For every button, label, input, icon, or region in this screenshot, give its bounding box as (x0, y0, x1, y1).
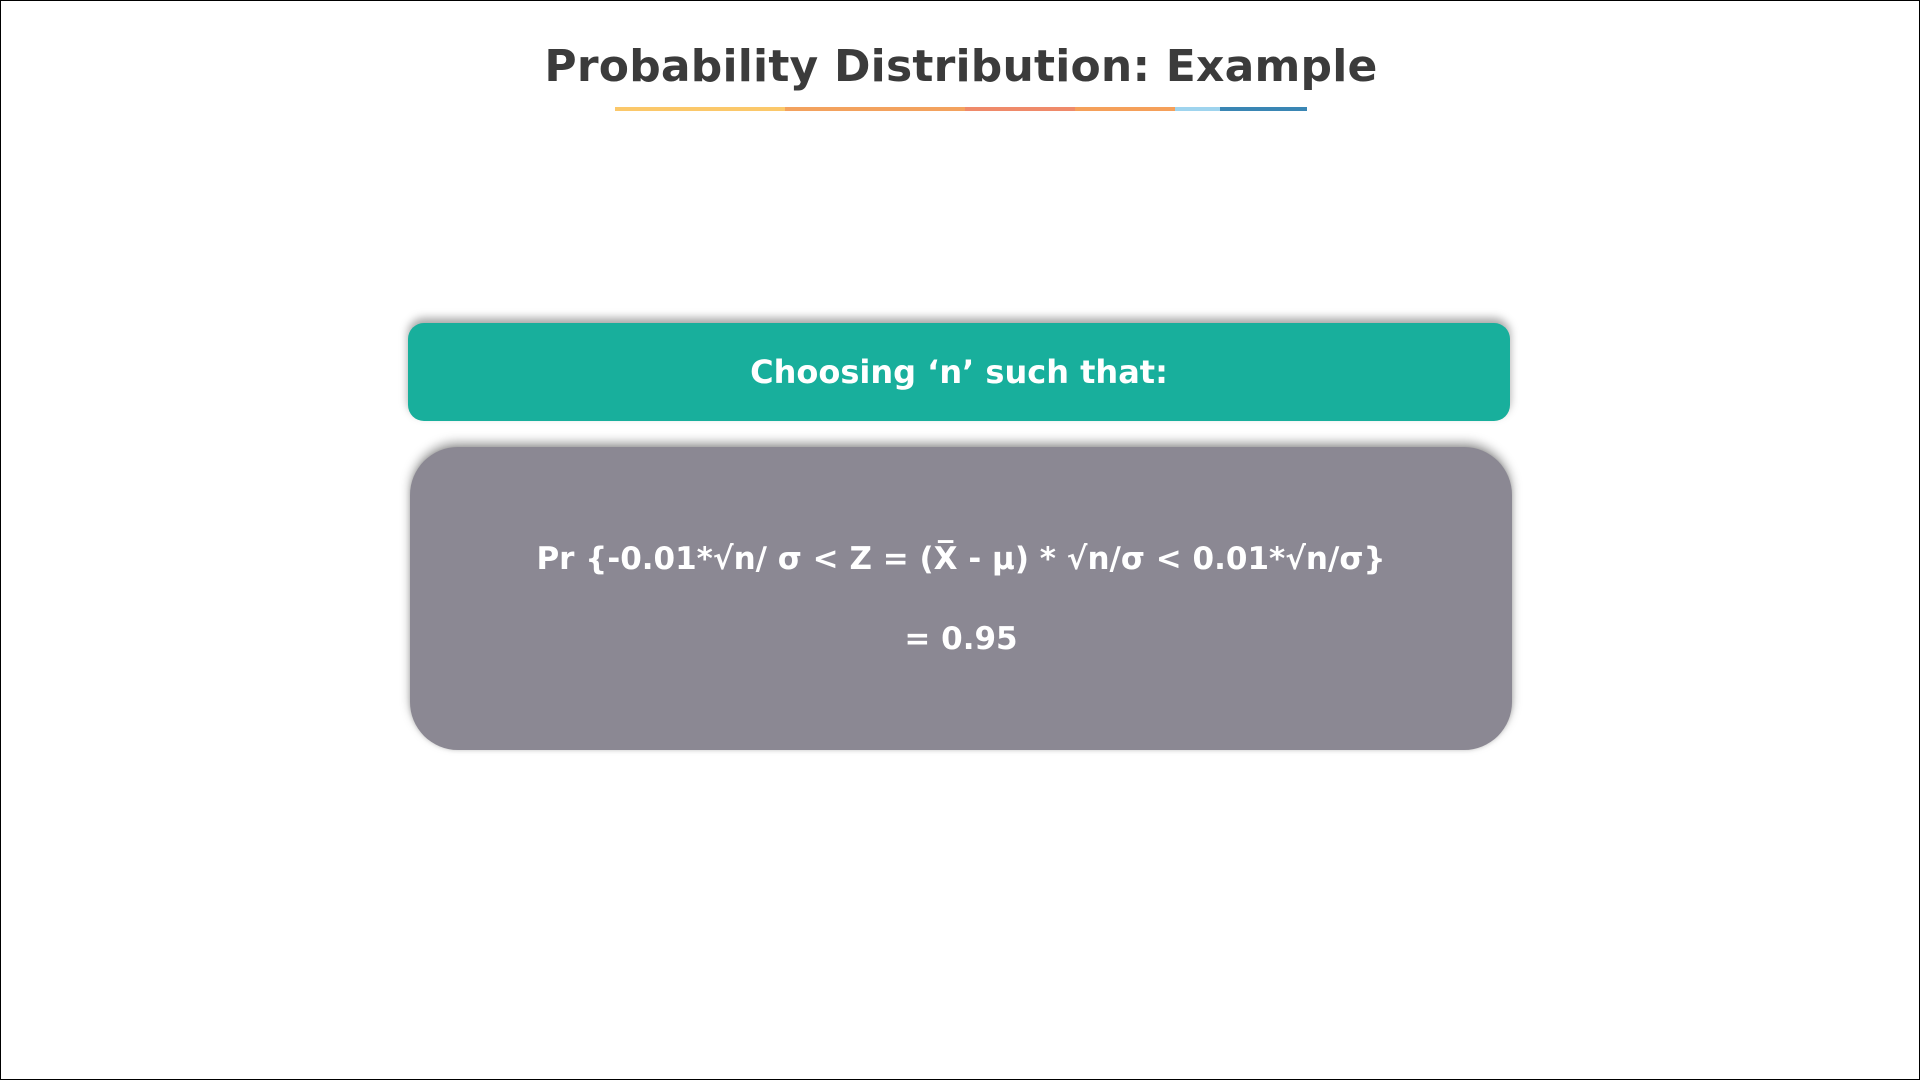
underline-segment (1220, 107, 1307, 111)
underline-segment (615, 107, 785, 111)
slide-title: Probability Distribution: Example (544, 41, 1378, 92)
underline-segment (1075, 107, 1175, 111)
header-text: Choosing ‘n’ such that: (750, 353, 1168, 391)
formula-line-2: = 0.95 (904, 621, 1018, 657)
formula-box: Pr {-0.01*√n/ σ < Z = (X̅ - μ) * √n/σ < … (410, 447, 1512, 750)
underline-segment (965, 107, 1075, 111)
formula-line-1: Pr {-0.01*√n/ σ < Z = (X̅ - μ) * √n/σ < … (536, 541, 1386, 577)
underline-segment (785, 107, 965, 111)
underline-segment (1175, 107, 1220, 111)
header-box: Choosing ‘n’ such that: (408, 323, 1510, 421)
title-underline (615, 107, 1307, 111)
